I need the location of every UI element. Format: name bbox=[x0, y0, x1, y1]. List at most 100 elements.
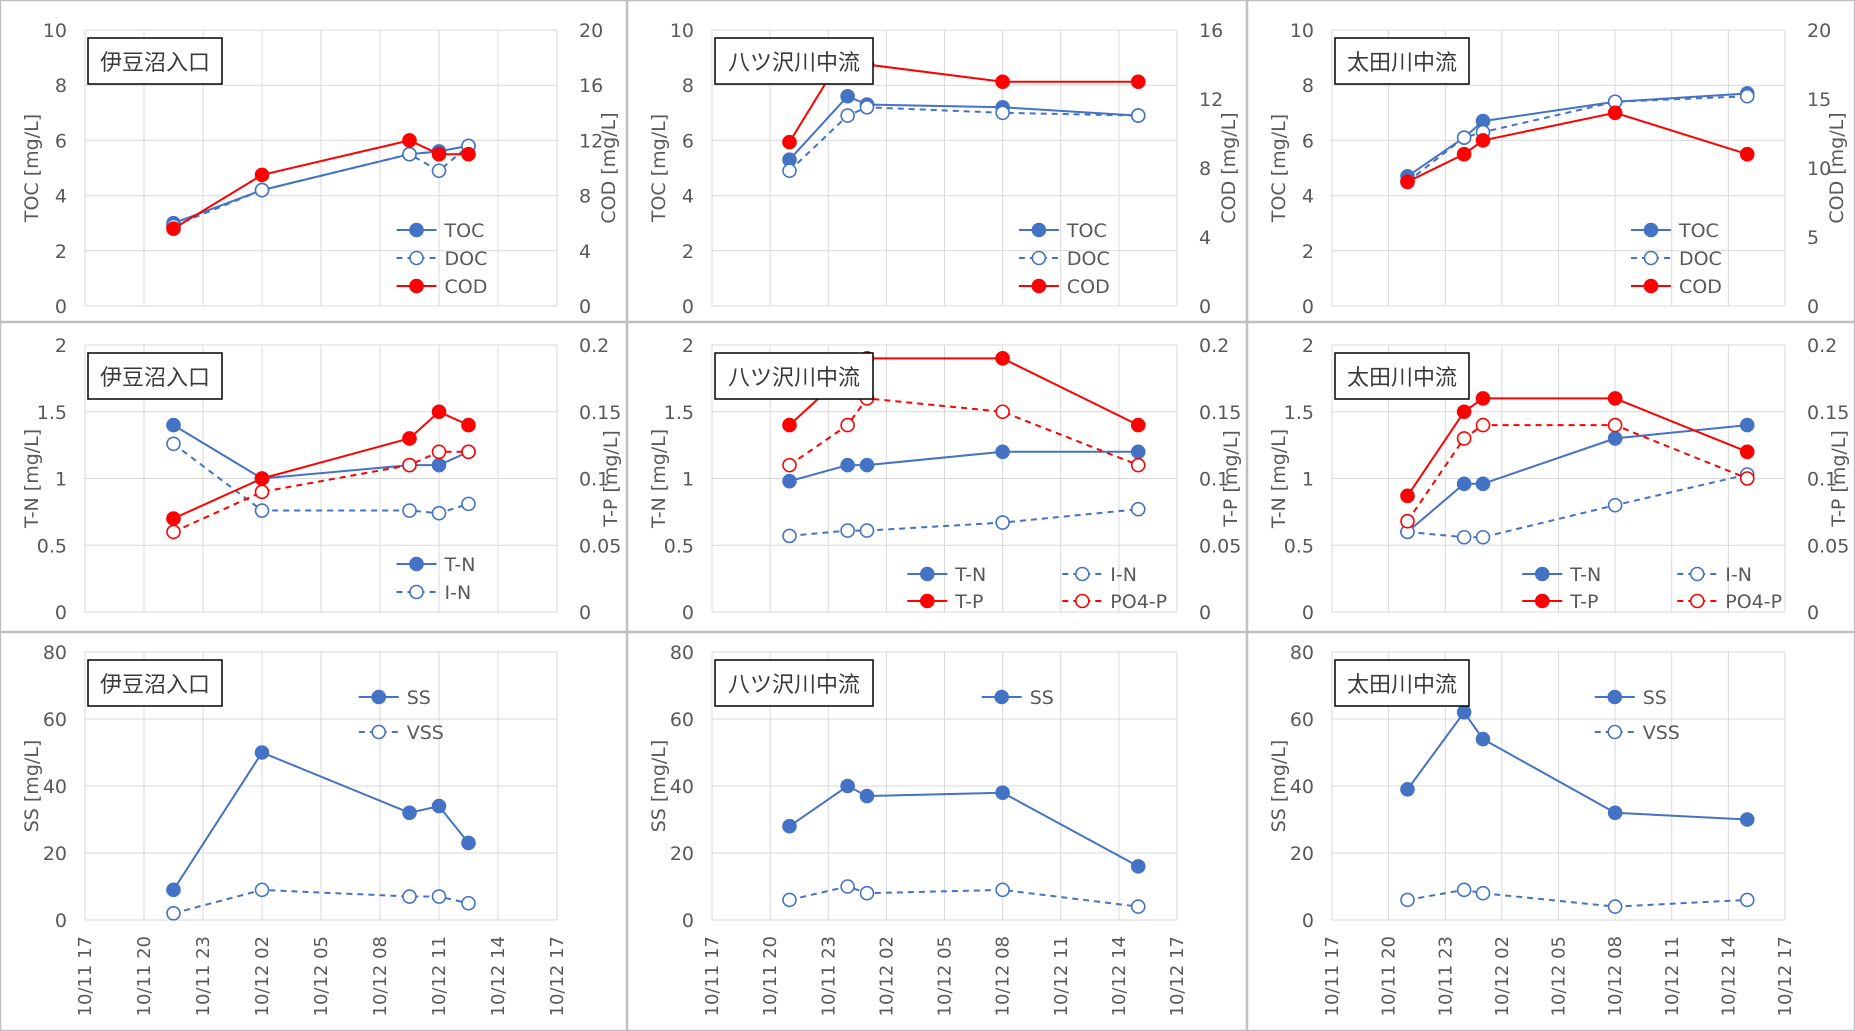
chart-panel-7: 0 20 40 60 80 10/11 17 10/11 20 10/11 23 10/12 0… bbox=[21, 642, 568, 1017]
y-tick-label: 0 bbox=[1302, 296, 1314, 318]
data-point bbox=[782, 528, 797, 544]
title-box bbox=[1334, 37, 1470, 85]
data-point bbox=[995, 444, 1010, 460]
y-axis-label: SS [mg/L] bbox=[21, 740, 43, 833]
panel-frame bbox=[626, 0, 1248, 323]
panel-title: 八ツ沢川中流 bbox=[728, 51, 860, 76]
panel-title: 八ツ沢川中流 bbox=[728, 673, 860, 698]
data-point bbox=[1607, 431, 1623, 446]
data-point bbox=[1456, 704, 1472, 720]
x-tick-label: 10/12 05 bbox=[1549, 936, 1570, 1017]
y-axis-label: T-N [mg/L] bbox=[21, 429, 43, 529]
legend-label: COD bbox=[1067, 276, 1110, 298]
title-box bbox=[87, 659, 223, 707]
data-point bbox=[254, 471, 270, 486]
data-point bbox=[431, 457, 447, 473]
data-point bbox=[431, 889, 447, 904]
y-tick-label: 10 bbox=[43, 20, 67, 42]
y2-tick-label: 0.2 bbox=[1199, 335, 1229, 357]
data-point bbox=[995, 404, 1010, 420]
y2-tick-label: 0.1 bbox=[1199, 469, 1229, 491]
y2-axis-label: COD [mg/L] bbox=[1218, 112, 1240, 223]
data-point bbox=[782, 417, 797, 433]
title-box bbox=[1334, 352, 1470, 400]
y2-tick-label: 0 bbox=[1807, 602, 1819, 624]
legend-label: TOC bbox=[444, 220, 485, 242]
data-point bbox=[254, 182, 270, 198]
y-tick-label: 80 bbox=[43, 642, 67, 664]
legend-label: DOC bbox=[445, 248, 488, 270]
x-tick-label: 10/11 20 bbox=[1379, 936, 1400, 1017]
panel-title: 伊豆沼入口 bbox=[100, 51, 210, 76]
x-tick-label: 10/12 05 bbox=[935, 936, 956, 1017]
y2-axis-label: T-P [mg/L] bbox=[1828, 430, 1850, 528]
data-point bbox=[995, 105, 1010, 121]
legend-marker bbox=[371, 689, 387, 705]
data-point bbox=[859, 523, 875, 538]
data-point bbox=[1400, 174, 1415, 190]
legend-marker bbox=[1643, 222, 1659, 238]
y2-tick-label: 0.1 bbox=[1807, 469, 1837, 491]
data-point bbox=[166, 905, 181, 921]
y-tick-label: 40 bbox=[670, 776, 694, 798]
legend-label: DOC bbox=[1067, 248, 1110, 270]
data-point bbox=[1456, 476, 1472, 492]
data-point bbox=[431, 444, 447, 460]
y2-tick-label: 0.1 bbox=[579, 469, 609, 491]
data-point bbox=[254, 167, 270, 183]
data-point bbox=[859, 885, 875, 901]
chart-panel-6: 0 0.5 1 1.5 2 0 0.05 0.1 0.15 0.2 T-P [mg/L] T-N [m… bbox=[1268, 335, 1850, 624]
legend-marker bbox=[409, 584, 424, 600]
data-point bbox=[840, 457, 855, 473]
y2-tick-label: 0.2 bbox=[1807, 335, 1837, 357]
y2-tick-label: 0.2 bbox=[579, 335, 609, 357]
data-point bbox=[461, 835, 476, 851]
y-tick-label: 8 bbox=[55, 75, 67, 97]
y2-tick-label: 8 bbox=[579, 186, 591, 208]
data-point bbox=[995, 74, 1010, 90]
data-point bbox=[402, 805, 417, 821]
panel-frame bbox=[0, 321, 628, 633]
data-point bbox=[840, 523, 855, 538]
legend-label: I-N bbox=[445, 582, 472, 604]
panel-title: 伊豆沼入口 bbox=[100, 366, 210, 391]
legend-label: TOC bbox=[1066, 220, 1107, 242]
data-point bbox=[1475, 529, 1491, 545]
legend-marker bbox=[1643, 250, 1659, 266]
legend-marker bbox=[994, 689, 1010, 705]
chart-panel-4: 0 0.5 1 1.5 2 0 0.05 0.1 0.15 0.2 T-P [mg/L] T-N [m… bbox=[21, 335, 622, 624]
y-tick-label: 20 bbox=[670, 843, 694, 865]
x-tick-label: 10/12 14 bbox=[488, 936, 509, 1017]
legend-marker bbox=[409, 222, 424, 238]
data-point bbox=[402, 146, 417, 162]
data-point bbox=[461, 895, 476, 911]
x-tick-label: 10/11 20 bbox=[760, 936, 781, 1017]
legend-label: SS bbox=[1643, 687, 1667, 709]
x-tick-label: 10/11 23 bbox=[1435, 936, 1456, 1017]
y-tick-label: 0 bbox=[55, 910, 67, 932]
x-tick-label: 10/12 17 bbox=[1775, 936, 1796, 1017]
panel-title: 八ツ沢川中流 bbox=[728, 366, 860, 391]
data-point bbox=[1130, 501, 1146, 517]
y-axis-label: SS [mg/L] bbox=[648, 740, 670, 833]
data-point bbox=[782, 818, 797, 834]
legend-marker bbox=[919, 566, 935, 582]
x-tick-label: 10/12 11 bbox=[429, 936, 450, 1017]
data-point bbox=[995, 515, 1010, 530]
y-tick-label: 80 bbox=[670, 642, 694, 664]
y-tick-label: 2 bbox=[682, 335, 694, 357]
data-point bbox=[166, 511, 181, 526]
y2-tick-label: 5 bbox=[1807, 227, 1819, 249]
y-tick-label: 0.5 bbox=[664, 535, 694, 557]
data-point bbox=[1130, 417, 1146, 433]
legend-marker bbox=[1534, 566, 1550, 582]
data-point bbox=[1456, 431, 1472, 446]
data-point bbox=[782, 892, 797, 908]
panel-title: 太田川中流 bbox=[1347, 673, 1457, 698]
y2-tick-label: 20 bbox=[579, 20, 603, 42]
data-point bbox=[402, 133, 417, 148]
data-point bbox=[1400, 488, 1415, 504]
x-tick-label: 10/12 02 bbox=[1492, 936, 1513, 1017]
legend-marker bbox=[1689, 593, 1705, 609]
data-point bbox=[840, 879, 855, 894]
